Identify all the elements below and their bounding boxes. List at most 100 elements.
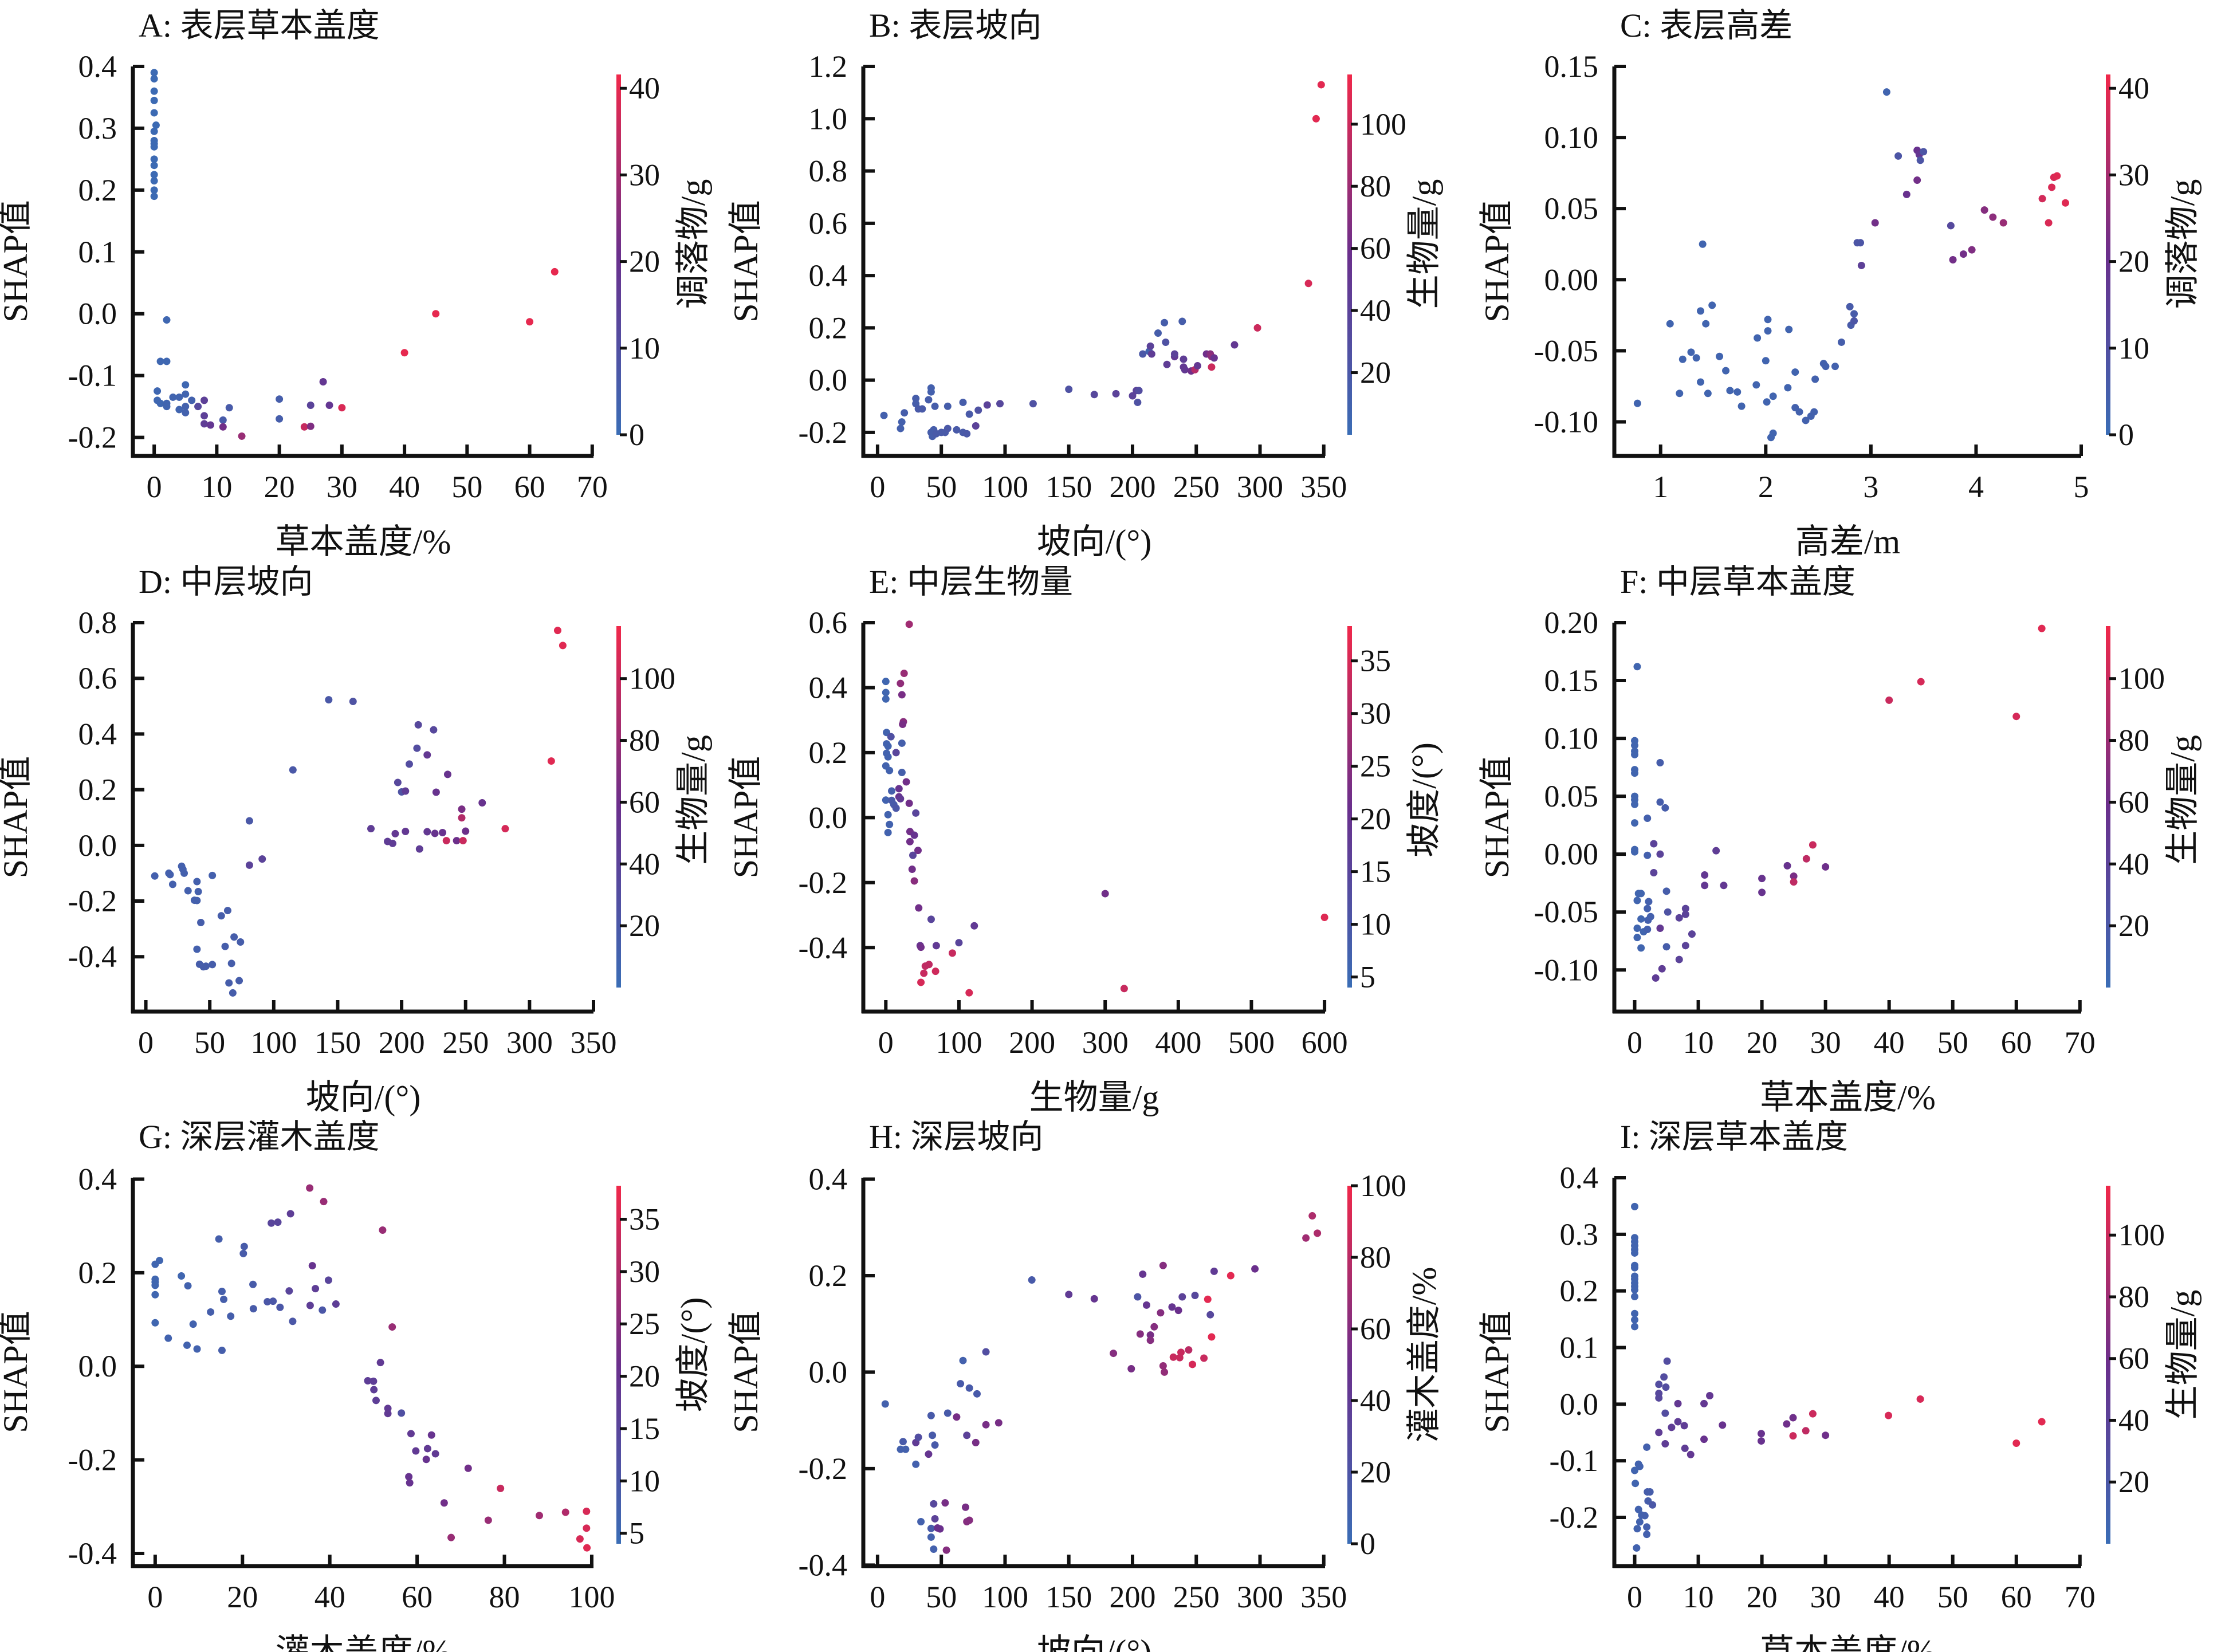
scatter-point: [151, 1319, 159, 1327]
scatter-point: [384, 1410, 392, 1418]
scatter-point: [384, 1405, 392, 1413]
y-tick-label: 0.2: [78, 173, 117, 207]
scatter-point: [182, 408, 190, 416]
scatter-point: [1169, 1353, 1177, 1361]
scatter-point: [1185, 1346, 1193, 1354]
scatter-point: [184, 887, 192, 895]
scatter-point: [178, 1272, 186, 1280]
y-tick-label: -0.4: [68, 1536, 117, 1571]
y-tick-label: -0.2: [68, 1443, 117, 1477]
scatter-point: [1664, 908, 1672, 916]
scatter-point: [245, 817, 253, 825]
scatter-point: [1631, 1249, 1639, 1257]
y-tick-label: -0.10: [1534, 404, 1598, 439]
scatter-point: [1885, 1411, 1893, 1419]
scatter-point: [430, 726, 438, 734]
scatter-point: [150, 96, 158, 104]
scatter-point: [1902, 190, 1910, 198]
scatter-point: [1999, 219, 2007, 227]
colorbar-tick-label: 80: [2118, 723, 2149, 758]
scatter-point: [897, 794, 905, 803]
scatter-point: [1810, 408, 1818, 416]
scatter-point: [576, 1535, 584, 1543]
y-tick-label: 1.0: [809, 101, 848, 136]
scatter-point: [1701, 871, 1709, 879]
scatter-point: [881, 1400, 889, 1408]
scatter-point: [898, 691, 906, 699]
panel-title: D: 中层坡向: [139, 563, 313, 600]
scatter-point: [150, 143, 158, 151]
scatter-point: [983, 401, 991, 409]
scatter-point: [319, 1306, 327, 1314]
scatter-point: [1656, 759, 1664, 767]
scatter-point: [1662, 1383, 1670, 1391]
scatter-point: [423, 1445, 431, 1453]
y-tick-label: 0.10: [1544, 721, 1599, 756]
scatter-point: [912, 809, 920, 817]
scatter-point: [1658, 965, 1666, 973]
y-tick-label: 0.6: [78, 661, 117, 695]
scatter-point: [306, 422, 315, 430]
y-axis-label: SHAP值: [1478, 1311, 1516, 1433]
x-tick-label: 150: [1045, 470, 1092, 504]
colorbar: [2106, 1186, 2110, 1544]
panel-f: F: 中层草本盖度 0 10 20 30 40 50 60 70 -0.10 -0.05 0.00 0.…: [1478, 563, 2202, 1116]
scatter-point: [1681, 942, 1689, 950]
scatter-point: [413, 744, 421, 752]
scatter-point: [388, 839, 396, 847]
x-axis-label: 灌木盖度/%: [276, 1633, 451, 1652]
scatter-point: [1885, 696, 1893, 704]
x-tick-label: 1: [1653, 470, 1668, 504]
scatter-point: [2038, 1418, 2046, 1426]
scatter-point: [1631, 1202, 1639, 1210]
scatter-point: [932, 942, 940, 950]
scatter-point: [1837, 338, 1845, 346]
scatter-point: [412, 1447, 420, 1455]
colorbar-tick-label: 80: [1360, 169, 1391, 203]
scatter-point: [1758, 888, 1766, 896]
scatter-point: [886, 820, 894, 828]
panel-title: H: 深层坡向: [869, 1118, 1044, 1155]
scatter-point: [1652, 974, 1660, 982]
scatter-point: [884, 753, 892, 761]
x-tick-label: 5: [2074, 470, 2089, 504]
y-tick-label: 0.2: [1560, 1274, 1599, 1308]
scatter-point: [1644, 926, 1652, 934]
scatter-point: [1882, 88, 1890, 96]
colorbar-tick-label: 40: [629, 847, 660, 881]
scatter-point: [369, 1377, 378, 1385]
scatter-point: [312, 1285, 320, 1293]
scatter-point: [1206, 1311, 1214, 1319]
scatter-point: [1666, 320, 1674, 328]
scatter-point: [1204, 1295, 1212, 1303]
scatter-point: [1916, 156, 1924, 164]
colorbar-tick-label: 20: [629, 908, 660, 943]
scatter-point: [965, 1516, 973, 1524]
scatter-point: [1643, 1443, 1651, 1451]
colorbar-tick-label: 20: [629, 1359, 660, 1394]
scatter-point: [930, 1545, 938, 1553]
colorbar-tick-label: 15: [1360, 855, 1391, 889]
scatter-point: [1790, 872, 1798, 880]
scatter-point: [1661, 1409, 1669, 1417]
scatter-point: [898, 739, 906, 747]
scatter-point: [1655, 1380, 1663, 1389]
scatter-point: [306, 1184, 314, 1192]
scatter-point: [1135, 387, 1143, 395]
colorbar-tick-label: 30: [2118, 158, 2149, 192]
scatter-point: [1822, 363, 1830, 371]
scatter-point: [285, 1287, 293, 1295]
scatter-point: [972, 1438, 980, 1446]
scatter-point: [1208, 1333, 1216, 1341]
scatter-point: [1129, 392, 1137, 400]
scatter-point: [1178, 317, 1186, 325]
scatter-point: [206, 421, 214, 429]
scatter-point: [1811, 375, 1819, 383]
x-tick-label: 3: [1863, 470, 1878, 504]
scatter-point: [1783, 862, 1791, 870]
y-axis-label: SHAP值: [0, 756, 34, 878]
scatter-point: [553, 627, 561, 635]
scatter-point: [217, 912, 225, 920]
scatter-point: [150, 177, 158, 185]
scatter-point: [887, 733, 895, 741]
